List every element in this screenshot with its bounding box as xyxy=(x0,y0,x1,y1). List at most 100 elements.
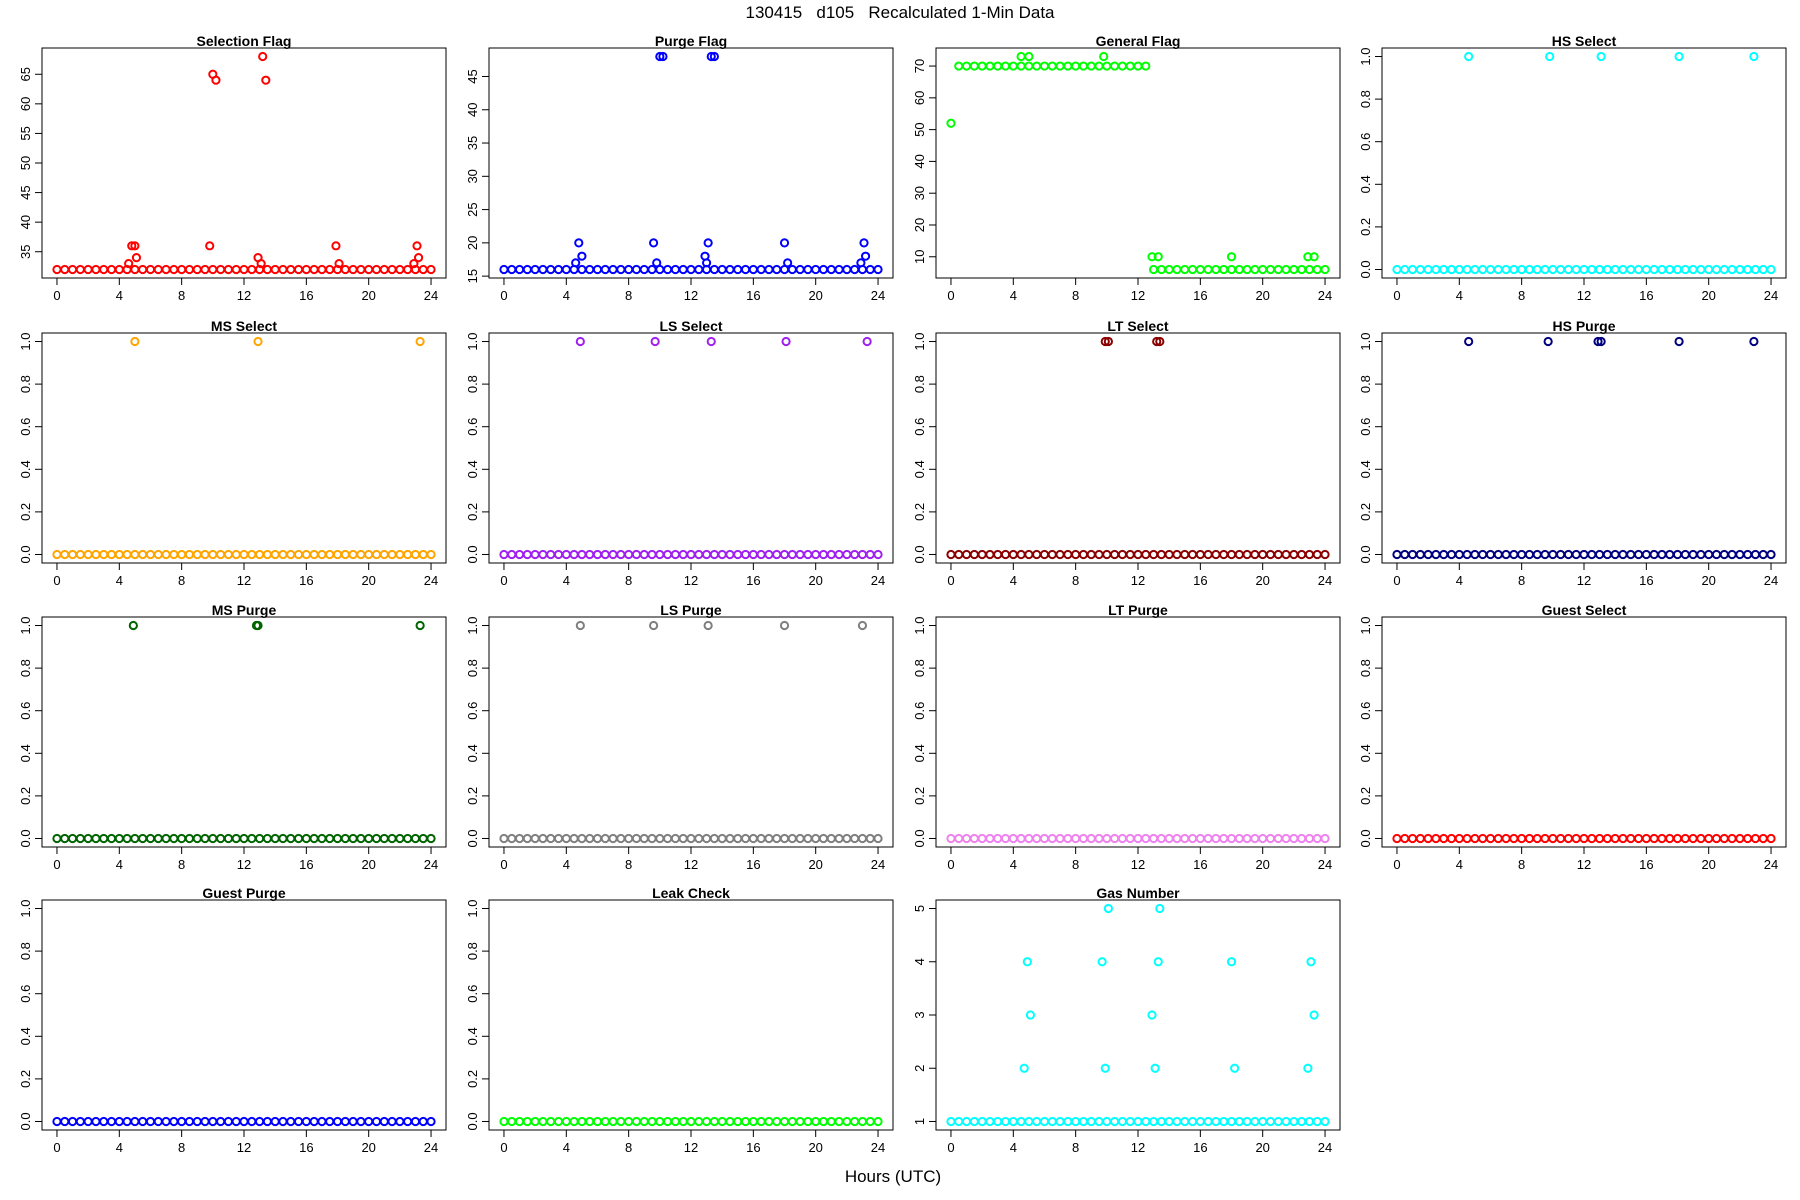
plot-area xyxy=(946,903,1330,1127)
y-tick-label: 0.8 xyxy=(465,375,480,393)
data-point xyxy=(309,833,319,844)
data-point xyxy=(1431,549,1441,560)
panel-title: Leak Check xyxy=(652,885,730,901)
data-point xyxy=(1704,549,1714,560)
data-point xyxy=(138,833,148,844)
data-point xyxy=(553,833,564,844)
data-point xyxy=(1749,51,1759,62)
data-point xyxy=(348,549,358,560)
panel-title: LT Purge xyxy=(1108,602,1168,618)
page-title: 130415 d105 Recalculated 1-Min Data xyxy=(745,3,1055,22)
data-point xyxy=(239,1116,249,1127)
data-point xyxy=(1234,833,1244,844)
plot-frame xyxy=(1381,47,1787,279)
data-point xyxy=(764,833,774,844)
plot-area xyxy=(52,620,436,844)
y-tick-label: 45 xyxy=(465,69,480,83)
data-point xyxy=(1320,833,1330,844)
data-point xyxy=(270,1116,280,1127)
y-tick-label: 1.0 xyxy=(465,899,480,917)
data-point xyxy=(850,549,860,560)
data-point xyxy=(577,1116,587,1127)
data-point xyxy=(1016,51,1026,62)
data-point xyxy=(1571,264,1581,275)
data-point xyxy=(608,833,618,844)
data-point xyxy=(850,264,860,275)
y-tick-label: 0.2 xyxy=(18,787,33,805)
data-point xyxy=(1172,833,1182,844)
x-tick-label: 24 xyxy=(871,857,885,872)
data-point xyxy=(1478,833,1488,844)
x-tick-label: 16 xyxy=(746,573,760,588)
x-tick-label: 4 xyxy=(563,857,570,872)
y-tick-label: 0.0 xyxy=(912,829,927,847)
y-tick-label: 0.8 xyxy=(912,375,927,393)
data-point xyxy=(772,549,782,560)
data-point xyxy=(1594,264,1605,275)
data-point xyxy=(208,1116,218,1127)
data-point xyxy=(331,241,341,251)
data-point xyxy=(954,833,964,844)
data-point xyxy=(678,1116,688,1127)
data-point xyxy=(1524,264,1535,275)
data-point xyxy=(1250,1116,1260,1127)
data-point xyxy=(522,264,532,275)
data-point xyxy=(1407,549,1418,560)
data-point xyxy=(1758,833,1768,844)
data-point xyxy=(403,1116,413,1127)
data-point xyxy=(211,75,221,85)
data-point xyxy=(574,238,584,248)
data-point xyxy=(977,1116,987,1127)
x-tick-label: 4 xyxy=(116,857,123,872)
data-point xyxy=(1164,264,1174,275)
data-point xyxy=(648,238,659,248)
panel-title: HS Purge xyxy=(1552,318,1615,334)
data-point xyxy=(1593,336,1603,347)
data-point xyxy=(522,833,532,844)
data-point xyxy=(216,1116,226,1127)
data-point xyxy=(585,549,595,560)
data-point xyxy=(1000,549,1011,560)
y-tick-label: 0.6 xyxy=(1358,418,1373,436)
data-point xyxy=(561,549,571,560)
data-point xyxy=(1008,833,1018,844)
data-point xyxy=(130,549,140,560)
data-point xyxy=(1071,833,1081,844)
data-point xyxy=(764,1116,774,1127)
data-point xyxy=(571,258,581,268)
data-point xyxy=(1439,264,1449,275)
data-point xyxy=(1596,51,1606,62)
data-point xyxy=(946,118,956,128)
data-point xyxy=(1688,833,1698,844)
x-tick-label: 0 xyxy=(500,857,507,872)
x-tick-label: 12 xyxy=(1131,573,1145,588)
data-point xyxy=(1289,264,1299,275)
x-tick-label: 12 xyxy=(684,288,698,303)
data-point xyxy=(655,1116,665,1127)
data-point xyxy=(395,264,405,275)
data-point xyxy=(1234,549,1244,560)
data-point xyxy=(1400,549,1410,560)
data-point xyxy=(616,549,626,560)
data-point xyxy=(961,61,972,71)
data-point xyxy=(1097,957,1107,967)
data-point xyxy=(60,833,70,844)
data-point xyxy=(1649,833,1659,844)
data-point xyxy=(239,264,249,275)
data-point xyxy=(954,61,964,71)
data-point xyxy=(709,1116,719,1127)
data-point xyxy=(254,833,265,844)
data-point xyxy=(522,549,532,560)
data-point xyxy=(1766,833,1776,844)
x-tick-label: 16 xyxy=(1193,288,1207,303)
data-point xyxy=(1258,833,1268,844)
x-tick-label: 0 xyxy=(1393,288,1400,303)
data-point xyxy=(1727,549,1737,560)
data-point xyxy=(356,833,366,844)
data-point xyxy=(1008,549,1018,560)
x-tick-label: 20 xyxy=(1255,573,1269,588)
data-point xyxy=(873,264,883,275)
data-point xyxy=(1133,549,1143,560)
x-tick-label: 20 xyxy=(808,1140,822,1155)
plot-area xyxy=(499,1116,883,1127)
